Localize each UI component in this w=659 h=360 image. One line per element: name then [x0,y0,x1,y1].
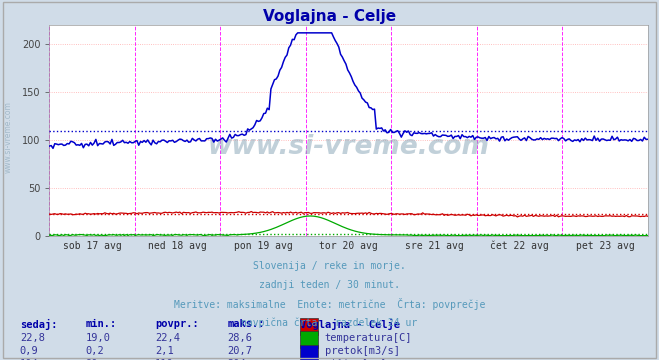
Text: 28,6: 28,6 [227,333,252,343]
Bar [300,345,318,360]
Text: temperatura[C]: temperatura[C] [325,333,413,343]
Bar [300,318,318,335]
Text: 2,1: 2,1 [155,346,173,356]
Text: 22,8: 22,8 [20,333,45,343]
Text: Voglajna - Celje: Voglajna - Celje [263,9,396,24]
Text: sob 17 avg: sob 17 avg [63,241,121,251]
Text: pon 19 avg: pon 19 avg [234,241,293,251]
Text: 22,4: 22,4 [155,333,180,343]
Text: 90: 90 [86,359,98,360]
Text: min.:: min.: [86,319,117,329]
Text: 104: 104 [20,359,38,360]
Text: pretok[m3/s]: pretok[m3/s] [325,346,400,356]
Text: povpr.:: povpr.: [155,319,198,329]
Text: maks.:: maks.: [227,319,265,329]
Text: tor 20 avg: tor 20 avg [319,241,378,251]
Text: www.si-vreme.com: www.si-vreme.com [208,134,490,160]
Text: 0,2: 0,2 [86,346,104,356]
Text: navpična črta - razdelek 24 ur: navpična črta - razdelek 24 ur [241,317,418,328]
Text: Slovenija / reke in morje.: Slovenija / reke in morje. [253,261,406,271]
Text: 110: 110 [155,359,173,360]
Text: Meritve: maksimalne  Enote: metrične  Črta: povprečje: Meritve: maksimalne Enote: metrične Črta… [174,298,485,310]
Bar [300,332,318,348]
Text: ned 18 avg: ned 18 avg [148,241,207,251]
Text: Voglajna - Celje: Voglajna - Celje [300,319,400,330]
Text: 20,7: 20,7 [227,346,252,356]
Text: 204: 204 [227,359,246,360]
Text: višina[cm]: višina[cm] [325,359,387,360]
Text: 19,0: 19,0 [86,333,111,343]
Text: 0,9: 0,9 [20,346,38,356]
Text: zadnji teden / 30 minut.: zadnji teden / 30 minut. [259,280,400,290]
Text: pet 23 avg: pet 23 avg [576,241,635,251]
Text: www.si-vreme.com: www.si-vreme.com [4,101,13,173]
Text: sedaj:: sedaj: [20,319,57,330]
Text: sre 21 avg: sre 21 avg [405,241,463,251]
Text: čet 22 avg: čet 22 avg [490,240,549,251]
